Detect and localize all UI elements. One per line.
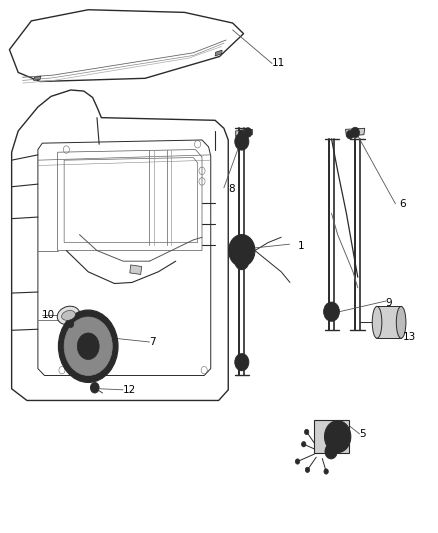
Ellipse shape [57, 306, 80, 325]
Polygon shape [313, 419, 348, 453]
Circle shape [68, 322, 108, 370]
Circle shape [233, 241, 249, 260]
Circle shape [323, 302, 339, 321]
Circle shape [238, 247, 244, 254]
Text: 12: 12 [123, 385, 136, 395]
Text: 8: 8 [228, 184, 234, 195]
Circle shape [64, 317, 112, 375]
Circle shape [90, 382, 99, 393]
Circle shape [323, 469, 328, 474]
Text: 13: 13 [403, 332, 416, 342]
Circle shape [244, 128, 251, 138]
Circle shape [304, 467, 309, 472]
Circle shape [67, 320, 74, 328]
Circle shape [238, 257, 245, 265]
Circle shape [58, 310, 118, 382]
Polygon shape [375, 306, 400, 338]
Circle shape [327, 307, 335, 317]
Circle shape [350, 127, 359, 138]
Circle shape [295, 459, 299, 464]
Circle shape [234, 253, 248, 270]
Text: 11: 11 [272, 59, 285, 68]
Polygon shape [215, 50, 222, 56]
Polygon shape [345, 128, 364, 136]
Text: 1: 1 [297, 241, 304, 251]
Circle shape [238, 138, 245, 146]
Circle shape [346, 131, 353, 139]
Circle shape [301, 441, 305, 447]
Circle shape [234, 354, 248, 370]
Polygon shape [33, 76, 41, 80]
Ellipse shape [371, 306, 381, 338]
Circle shape [73, 328, 103, 365]
Circle shape [238, 358, 245, 367]
Circle shape [228, 235, 254, 266]
Text: 5: 5 [359, 429, 365, 439]
Polygon shape [130, 265, 141, 274]
Circle shape [234, 133, 248, 150]
Ellipse shape [396, 306, 405, 338]
Ellipse shape [61, 310, 75, 320]
Circle shape [77, 333, 99, 360]
Polygon shape [235, 130, 252, 136]
Circle shape [238, 130, 244, 138]
Text: 10: 10 [42, 310, 55, 320]
Circle shape [324, 444, 336, 459]
Text: 9: 9 [385, 297, 392, 308]
Text: 6: 6 [398, 199, 405, 209]
Circle shape [330, 428, 344, 445]
Circle shape [304, 429, 308, 434]
Text: 7: 7 [149, 337, 156, 347]
Circle shape [324, 421, 350, 453]
